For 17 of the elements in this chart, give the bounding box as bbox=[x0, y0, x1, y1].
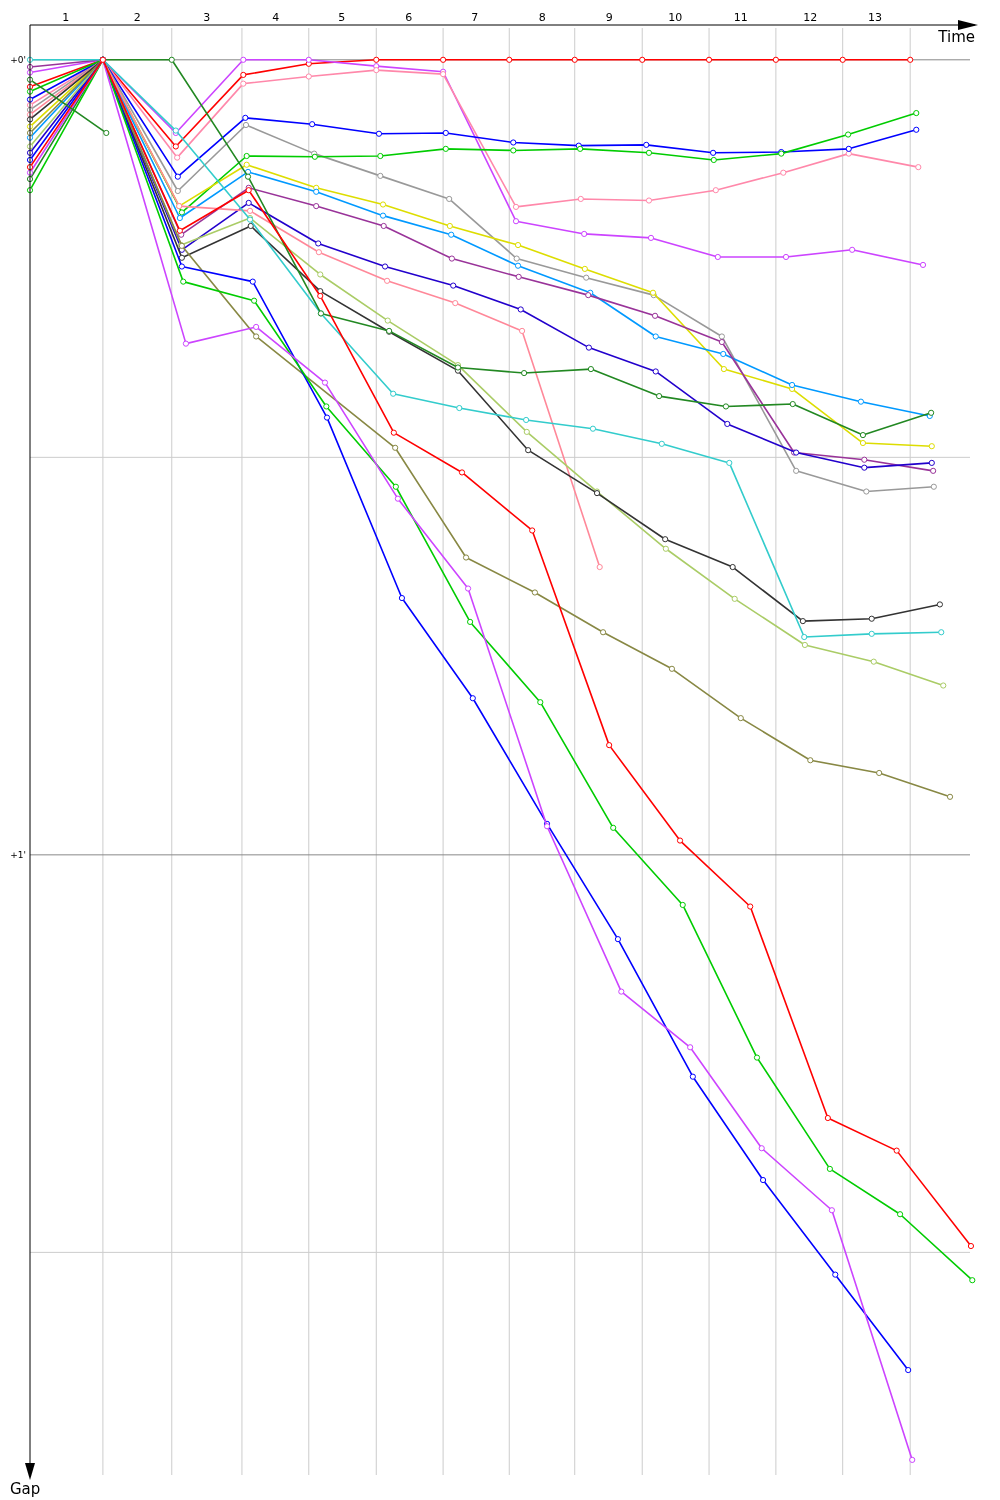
x-tick-label: 7 bbox=[471, 11, 479, 24]
x-tick-label: 10 bbox=[668, 11, 683, 24]
y-tick-label: +1' bbox=[10, 849, 26, 860]
x-tick-label: 6 bbox=[405, 11, 413, 24]
x-tick-label: 13 bbox=[868, 11, 883, 24]
x-tick-label: 5 bbox=[338, 11, 346, 24]
x-tick-label: 3 bbox=[203, 11, 211, 24]
x-tick-label: 2 bbox=[133, 11, 141, 24]
x-tick-label: 9 bbox=[605, 11, 613, 24]
y-tick-label: +0' bbox=[10, 54, 26, 65]
x-tick-label: 1 bbox=[62, 11, 70, 24]
x-tick-label: 4 bbox=[272, 11, 280, 24]
x-axis-title: Time bbox=[937, 28, 975, 46]
y-axis-title: Gap bbox=[10, 1480, 41, 1498]
x-tick-label: 12 bbox=[803, 11, 818, 24]
x-tick-label: 11 bbox=[733, 11, 748, 24]
x-tick-label: 8 bbox=[538, 11, 546, 24]
